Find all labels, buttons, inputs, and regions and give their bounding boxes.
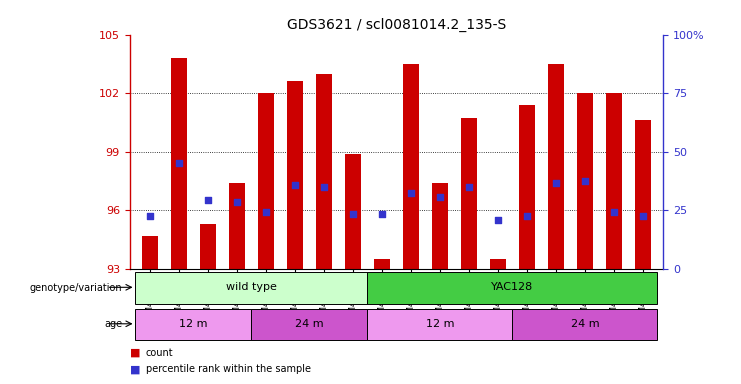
Text: genotype/variation: genotype/variation: [30, 283, 122, 293]
Point: [202, 197, 214, 204]
Text: 24 m: 24 m: [295, 319, 324, 329]
Title: GDS3621 / scl0081014.2_135-S: GDS3621 / scl0081014.2_135-S: [287, 18, 506, 32]
Point: [347, 211, 359, 217]
Point: [521, 213, 533, 219]
Bar: [200, 224, 216, 269]
Point: [376, 211, 388, 217]
Bar: [403, 64, 419, 269]
Bar: [136, 273, 368, 303]
Bar: [548, 64, 564, 269]
Point: [289, 182, 301, 188]
Bar: [287, 81, 303, 269]
Bar: [374, 259, 390, 269]
Bar: [490, 259, 506, 269]
Bar: [606, 93, 622, 269]
Bar: [171, 58, 187, 269]
Point: [405, 190, 417, 196]
Point: [231, 199, 243, 205]
Bar: [513, 309, 657, 340]
Bar: [142, 236, 158, 269]
Text: ■: ■: [130, 364, 140, 374]
Bar: [345, 154, 361, 269]
Bar: [368, 309, 513, 340]
Point: [492, 217, 504, 223]
Text: ■: ■: [130, 348, 140, 358]
Bar: [461, 119, 477, 269]
Bar: [368, 273, 657, 303]
Bar: [519, 105, 535, 269]
Text: YAC128: YAC128: [491, 282, 534, 292]
Text: age: age: [104, 319, 122, 329]
Text: 12 m: 12 m: [425, 319, 454, 329]
Point: [579, 178, 591, 184]
Bar: [258, 93, 274, 269]
Bar: [229, 183, 245, 269]
Bar: [316, 74, 332, 269]
Text: wild type: wild type: [226, 282, 277, 292]
Point: [318, 184, 330, 190]
Point: [434, 194, 446, 200]
Text: percentile rank within the sample: percentile rank within the sample: [146, 364, 311, 374]
Point: [144, 213, 156, 219]
Text: 12 m: 12 m: [179, 319, 207, 329]
Bar: [251, 309, 368, 340]
Point: [550, 180, 562, 186]
Text: 24 m: 24 m: [571, 319, 599, 329]
Bar: [432, 183, 448, 269]
Point: [463, 184, 475, 190]
Point: [260, 209, 272, 215]
Point: [637, 213, 649, 219]
Bar: [635, 121, 651, 269]
Point: [608, 209, 619, 215]
Bar: [577, 93, 593, 269]
Bar: [136, 309, 251, 340]
Text: count: count: [146, 348, 173, 358]
Point: [173, 161, 185, 167]
